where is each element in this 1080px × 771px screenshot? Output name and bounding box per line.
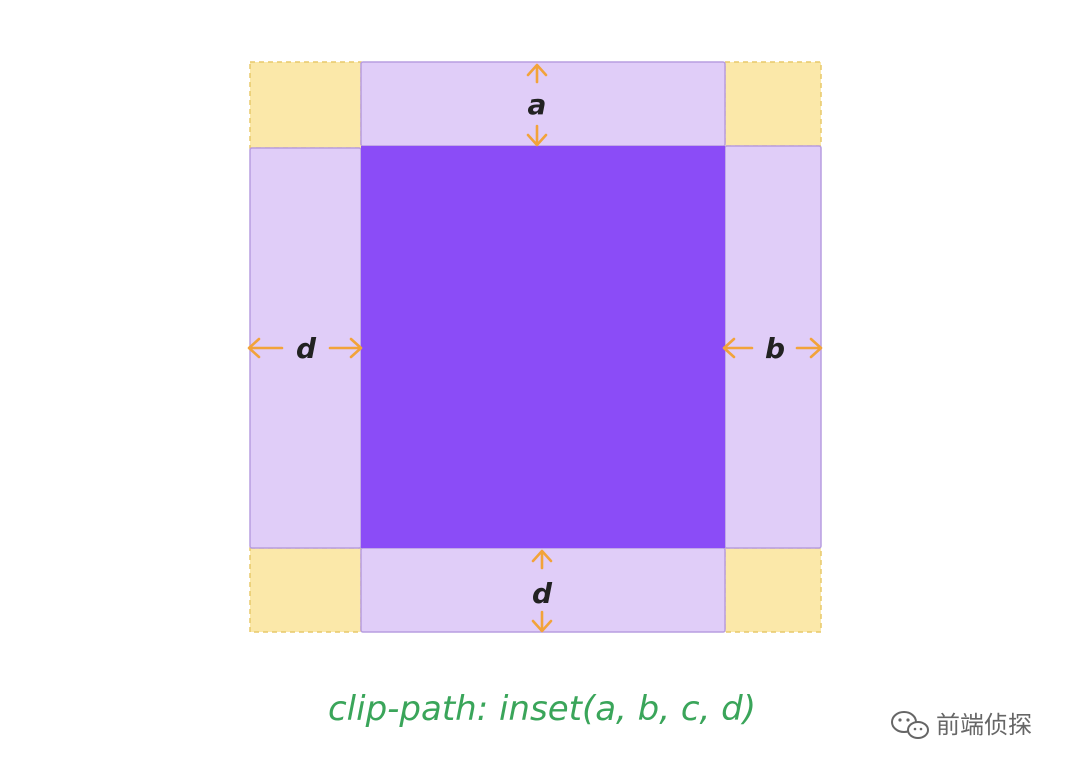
arrow-right-inset [722, 337, 823, 359]
arrow-bottom-inset [531, 549, 553, 633]
label-top: a [528, 88, 547, 121]
watermark-text: 前端侦探 [936, 711, 1032, 739]
wechat-icon [891, 711, 929, 739]
corner-bottom-left [249, 547, 362, 633]
arrow-left-inset [247, 337, 363, 359]
label-bottom: d [532, 577, 553, 610]
corner-top-left [249, 61, 362, 149]
arrow-top-inset [526, 63, 548, 147]
corner-bottom-right [724, 547, 822, 633]
formula-caption: clip-path: inset(a, b, c, d) [328, 689, 756, 729]
label-left: d [296, 332, 317, 365]
clipped-area [361, 146, 725, 548]
label-right: b [765, 332, 785, 365]
corner-top-right [724, 61, 822, 147]
